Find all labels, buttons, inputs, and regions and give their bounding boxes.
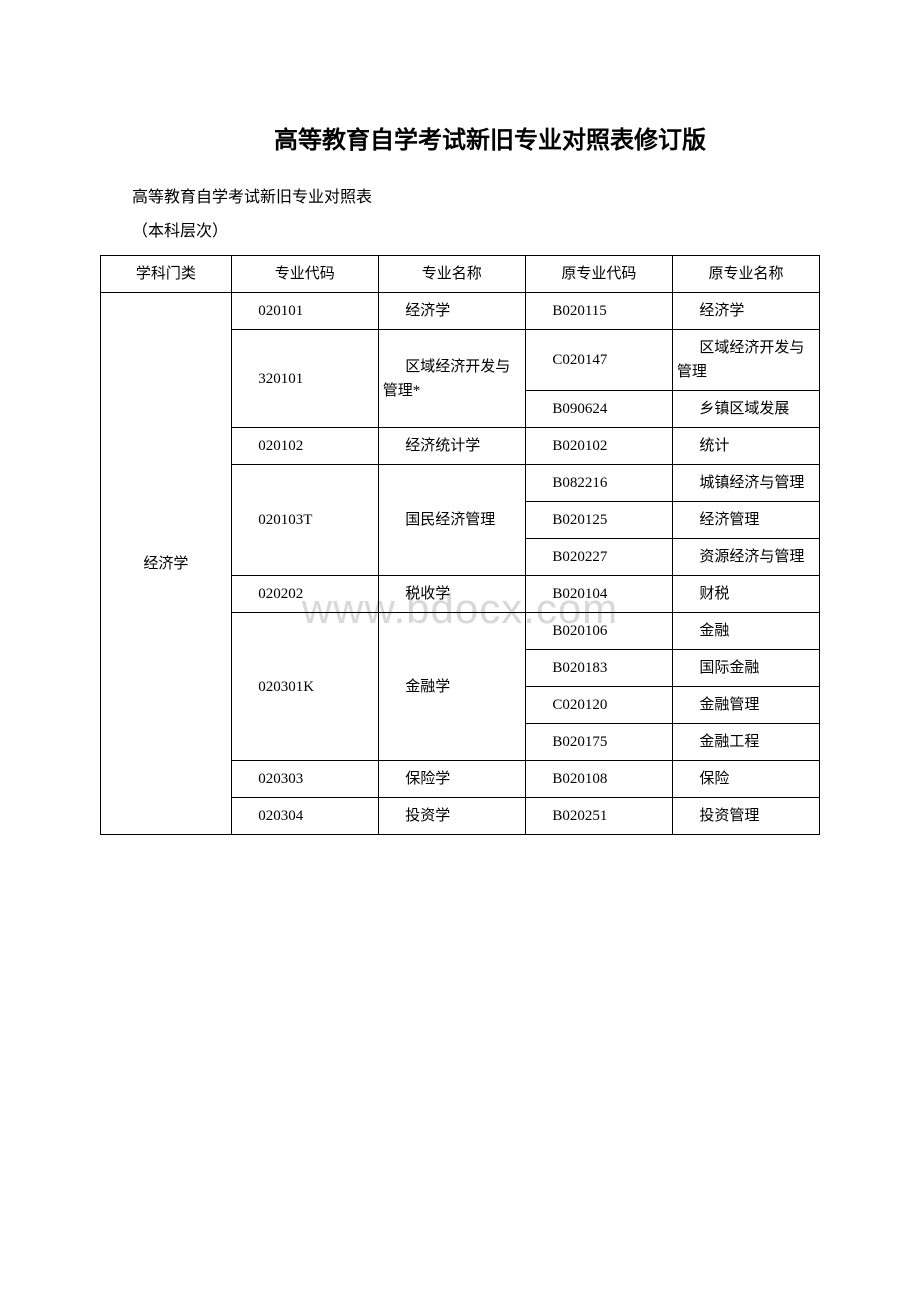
page-title: 高等教育自学考试新旧专业对照表修订版	[100, 120, 820, 155]
old-code-cell: B020251	[525, 798, 672, 835]
old-code-cell: B020104	[525, 576, 672, 613]
old-name-cell: 乡镇区域发展	[672, 391, 819, 428]
header-category: 学科门类	[101, 256, 232, 293]
name-cell: 国民经济管理	[378, 465, 525, 576]
table-row: 经济学020101经济学B020115经济学	[101, 293, 820, 330]
old-code-cell: C020147	[525, 330, 672, 391]
code-cell: 020304	[231, 798, 378, 835]
header-code: 专业代码	[231, 256, 378, 293]
old-code-cell: C020120	[525, 687, 672, 724]
old-name-cell: 保险	[672, 761, 819, 798]
old-code-cell: B082216	[525, 465, 672, 502]
old-name-cell: 经济学	[672, 293, 819, 330]
old-name-cell: 资源经济与管理	[672, 539, 819, 576]
name-cell: 区域经济开发与管理*	[378, 330, 525, 428]
name-cell: 税收学	[378, 576, 525, 613]
old-code-cell: B020108	[525, 761, 672, 798]
old-code-cell: B090624	[525, 391, 672, 428]
name-cell: 投资学	[378, 798, 525, 835]
old-code-cell: B020106	[525, 613, 672, 650]
code-cell: 020102	[231, 428, 378, 465]
code-cell: 320101	[231, 330, 378, 428]
code-cell: 020202	[231, 576, 378, 613]
old-name-cell: 国际金融	[672, 650, 819, 687]
old-name-cell: 金融	[672, 613, 819, 650]
name-cell: 金融学	[378, 613, 525, 761]
code-cell: 020303	[231, 761, 378, 798]
old-name-cell: 城镇经济与管理	[672, 465, 819, 502]
category-cell: 经济学	[101, 293, 232, 835]
name-cell: 经济学	[378, 293, 525, 330]
header-old-name: 原专业名称	[672, 256, 819, 293]
code-cell: 020101	[231, 293, 378, 330]
old-name-cell: 统计	[672, 428, 819, 465]
subtitle: 高等教育自学考试新旧专业对照表	[100, 183, 820, 207]
old-name-cell: 投资管理	[672, 798, 819, 835]
old-name-cell: 财税	[672, 576, 819, 613]
old-code-cell: B020102	[525, 428, 672, 465]
header-name: 专业名称	[378, 256, 525, 293]
old-name-cell: 区域经济开发与管理	[672, 330, 819, 391]
code-cell: 020103T	[231, 465, 378, 576]
code-cell: 020301K	[231, 613, 378, 761]
old-name-cell: 金融工程	[672, 724, 819, 761]
name-cell: 经济统计学	[378, 428, 525, 465]
old-name-cell: 经济管理	[672, 502, 819, 539]
old-code-cell: B020227	[525, 539, 672, 576]
header-old-code: 原专业代码	[525, 256, 672, 293]
table-header-row: 学科门类 专业代码 专业名称 原专业代码 原专业名称	[101, 256, 820, 293]
major-table: 学科门类 专业代码 专业名称 原专业代码 原专业名称 经济学020101经济学B…	[100, 255, 820, 835]
old-code-cell: B020183	[525, 650, 672, 687]
old-code-cell: B020115	[525, 293, 672, 330]
old-name-cell: 金融管理	[672, 687, 819, 724]
level-note: （本科层次）	[100, 217, 820, 241]
document-content: 高等教育自学考试新旧专业对照表修订版 高等教育自学考试新旧专业对照表 （本科层次…	[100, 120, 820, 835]
old-code-cell: B020125	[525, 502, 672, 539]
name-cell: 保险学	[378, 761, 525, 798]
old-code-cell: B020175	[525, 724, 672, 761]
